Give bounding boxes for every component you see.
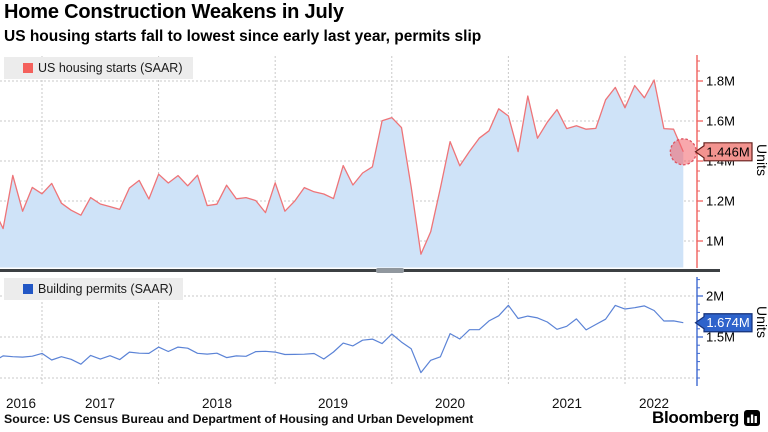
y-tick-label: 1.6M <box>706 114 735 129</box>
current-value-callout <box>694 142 753 162</box>
x-tick-label-2018: 2018 <box>201 396 233 411</box>
y-tick-label: 1.2M <box>706 194 735 209</box>
x-tick-label-2022: 2022 <box>638 396 670 411</box>
panel-separator <box>0 269 720 272</box>
panel-separator-handle-icon <box>376 268 404 273</box>
page-subtitle: US housing starts fall to lowest since e… <box>4 28 482 45</box>
y-tick-label: 2M <box>706 289 724 304</box>
bloomberg-logo-icon <box>744 410 760 426</box>
x-tick-label-2020: 2020 <box>434 396 466 411</box>
y-axis-units-label: Units <box>754 144 768 176</box>
legend-housing-starts-label: US housing starts (SAAR) <box>38 61 183 75</box>
legend-building-permits-label: Building permits (SAAR) <box>38 282 173 296</box>
y-tick-label: 1M <box>706 234 724 249</box>
building-permits-swatch-icon <box>23 284 33 294</box>
current-value-label: 1.446M <box>706 144 749 159</box>
bloomberg-wordmark: Bloomberg <box>651 408 739 427</box>
x-tick-label-2021: 2021 <box>551 396 583 411</box>
x-tick-label-2017: 2017 <box>84 396 116 411</box>
housing-starts-line <box>0 79 684 255</box>
y-axis-units-label: Units <box>754 306 768 338</box>
page-title: Home Construction Weakens in July <box>4 1 344 23</box>
x-tick-label-2016: 2016 <box>5 396 37 411</box>
current-value-label: 1.674M <box>706 315 749 330</box>
housing-starts-last-point-marker <box>669 138 697 166</box>
y-tick-label: 1.8M <box>706 74 735 89</box>
building-permits-line <box>0 304 684 374</box>
current-value-callout <box>694 313 753 333</box>
housing-starts-swatch-icon <box>23 63 33 73</box>
y-tick-label: 1.5M <box>706 330 735 345</box>
legend-housing-starts[interactable]: US housing starts (SAAR) <box>4 57 193 79</box>
x-tick-label-2019: 2019 <box>317 396 349 411</box>
source-note: Source: US Census Bureau and Department … <box>4 412 474 426</box>
housing-starts-area <box>0 80 684 268</box>
legend-building-permits[interactable]: Building permits (SAAR) <box>4 278 183 300</box>
bloomberg-brand: Bloomberg <box>652 408 760 428</box>
